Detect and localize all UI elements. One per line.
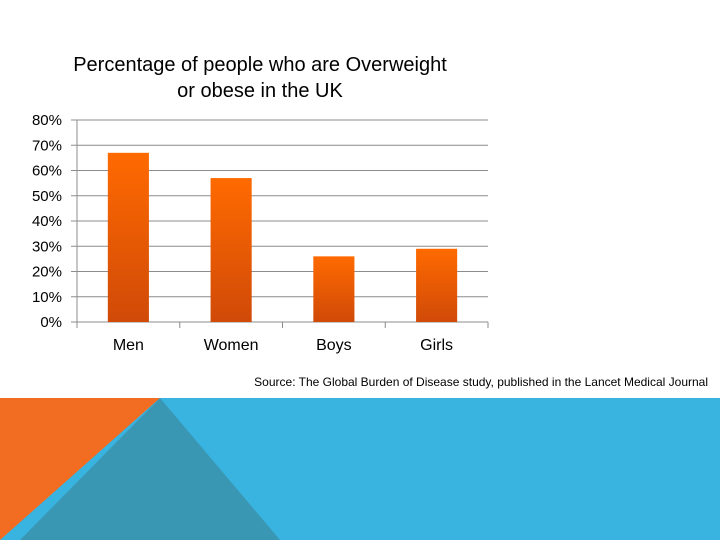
bar-girls (416, 248, 458, 322)
y-tick-label: 70% (32, 137, 62, 154)
chart-title-line-2: or obese in the UK (177, 80, 343, 102)
chart-title-line-1: Percentage of people who are Overweight (73, 54, 447, 76)
bar-men (107, 152, 149, 322)
x-tick-label: Girls (420, 337, 453, 354)
chart-title: Percentage of people who are Overweight … (40, 52, 480, 104)
y-tick-label: 20% (32, 264, 62, 281)
y-tick-label: 50% (32, 188, 62, 205)
bar-chart: 0% 10% 20% 30% 40% 50% 60% 70% 80% Men Women Boys Gi… (32, 112, 489, 354)
y-tick-label: 30% (32, 238, 62, 255)
y-tick-label: 0% (40, 314, 62, 331)
y-tick-label: 10% (32, 289, 62, 306)
y-tick-label: 60% (32, 163, 62, 180)
bar-women (210, 178, 252, 322)
source-note: Source: The Global Burden of Disease stu… (254, 375, 708, 389)
x-tick-label: Men (113, 337, 144, 354)
x-tick-label: Boys (316, 337, 352, 354)
orange-triangle (0, 398, 160, 540)
bar-boys (313, 256, 355, 322)
teal-triangle (20, 398, 280, 540)
y-tick-label: 80% (32, 112, 62, 129)
y-tick-label: 40% (32, 213, 62, 230)
x-tick-label: Women (204, 337, 259, 354)
